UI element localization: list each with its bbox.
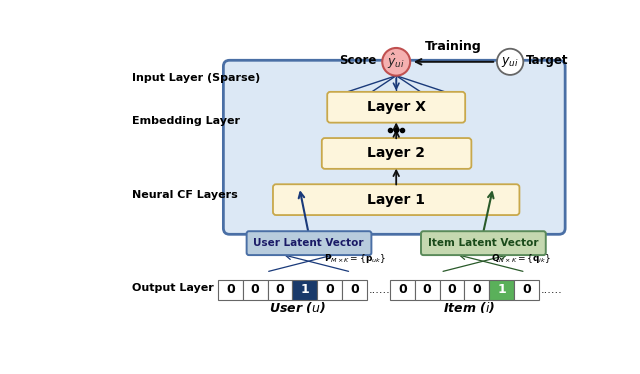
Text: Item Latent Vector: Item Latent Vector [428,238,538,248]
Circle shape [497,49,524,75]
Text: Training: Training [425,40,481,53]
Text: Layer 1: Layer 1 [367,193,425,207]
Bar [415,280,440,300]
Text: $\hat{y}_{ui}$: $\hat{y}_{ui}$ [387,52,405,71]
Bar [243,280,268,300]
Text: 0: 0 [472,283,481,296]
Text: Output Layer: Output Layer [132,283,214,293]
Text: Item ($i$): Item ($i$) [443,300,495,315]
Text: Target: Target [526,54,568,67]
Bar [440,280,465,300]
Text: 0: 0 [251,283,260,296]
Text: Embedding Layer: Embedding Layer [132,116,240,126]
Text: 0: 0 [423,283,431,296]
Text: ......: ...... [368,285,390,295]
FancyBboxPatch shape [421,231,546,255]
Text: Layer 2: Layer 2 [367,147,425,160]
Bar [218,280,243,300]
Text: Input Layer (Sparse): Input Layer (Sparse) [132,73,260,83]
Bar [390,280,415,300]
Text: Layer X: Layer X [367,100,426,114]
Circle shape [382,48,410,76]
Bar [268,280,292,300]
FancyBboxPatch shape [273,184,520,215]
Text: 0: 0 [325,283,334,296]
Text: $y_{ui}$: $y_{ui}$ [501,55,519,69]
FancyBboxPatch shape [327,92,465,123]
Bar [317,280,342,300]
Text: User ($u$): User ($u$) [269,300,325,315]
FancyBboxPatch shape [223,60,565,234]
Text: User Latent Vector: User Latent Vector [253,238,364,248]
Bar [342,280,367,300]
Text: $\mathbf{P}_{M\times K}=\{\mathbf{p}_{uk}\}$: $\mathbf{P}_{M\times K}=\{\mathbf{p}_{uk… [324,252,386,266]
Text: $\mathbf{Q}_{N\times K}=\{\mathbf{q}_{ik}\}$: $\mathbf{Q}_{N\times K}=\{\mathbf{q}_{ik… [491,252,551,266]
Text: 0: 0 [447,283,456,296]
Text: Score: Score [339,54,376,67]
Text: 1: 1 [300,283,309,296]
Text: Neural CF Layers: Neural CF Layers [132,190,238,200]
Bar [514,280,539,300]
Text: 0: 0 [398,283,407,296]
Text: 0: 0 [226,283,235,296]
FancyBboxPatch shape [246,231,371,255]
Text: 0: 0 [350,283,359,296]
Bar [465,280,489,300]
Bar [292,280,317,300]
Text: 0: 0 [276,283,284,296]
Text: ......: ...... [540,285,562,295]
Text: 0: 0 [522,283,531,296]
Bar [489,280,514,300]
FancyBboxPatch shape [322,138,472,169]
Text: 1: 1 [497,283,506,296]
